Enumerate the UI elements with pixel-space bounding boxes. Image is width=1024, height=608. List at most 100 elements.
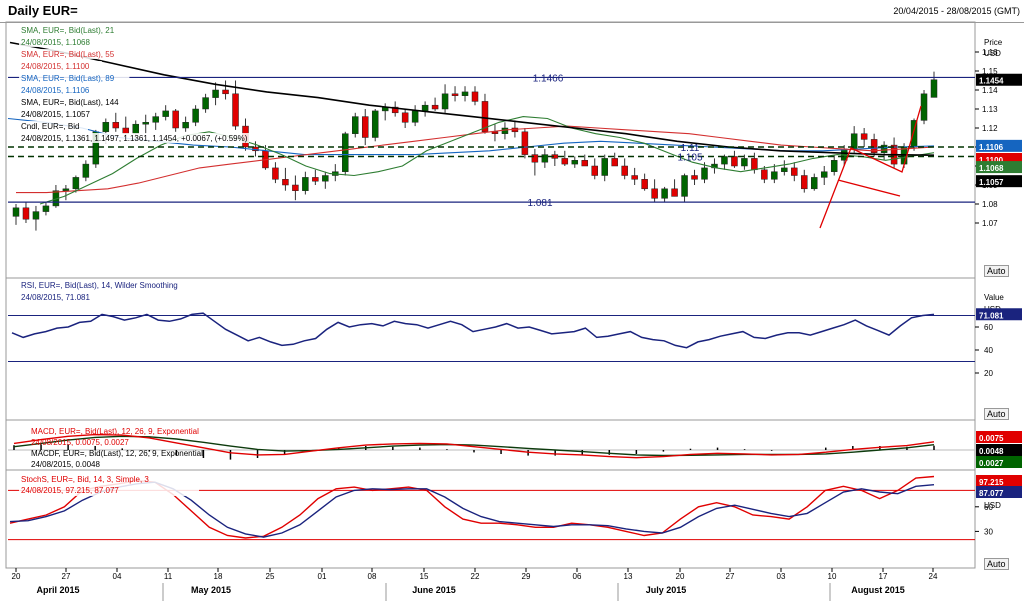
candle-body [681,175,688,197]
price-axis-title: Price [984,38,1003,47]
candle-body [521,131,529,155]
legend-bg [19,85,102,95]
price-tick-label: 1.15 [982,67,998,76]
x-day-label: 01 [318,572,327,581]
x-month-label: June 2015 [412,585,456,595]
candle-body [591,165,598,176]
x-day-label: 22 [471,572,480,581]
price-tag [976,161,1022,174]
candle-body [621,165,628,176]
x-day-label: 15 [420,572,429,581]
sma-144-line [9,41,935,156]
legend-bg [19,97,134,107]
candle-body [880,144,888,153]
chart-title: Daily EUR= [8,3,78,18]
x-day-label: 03 [777,572,786,581]
macdf-legend-title: MACDF, EUR=, Bid(Last), 12, 26, 9, Expon… [31,449,203,458]
macd-tag [976,431,1022,443]
price-axis-unit: USD [984,49,1001,58]
x-day-label: 27 [62,572,71,581]
candle-body [830,160,838,172]
rsi-axis-title: Value [984,293,1004,302]
stoch-d-tag-label: 87.077 [979,489,1004,498]
candle-body [232,93,239,127]
candle-body [481,101,489,133]
stoch-legend-value: 24/08/2015, 97.215, 87.077 [21,486,119,495]
stoch-axis-unit: USD [984,501,1001,510]
candle-body [581,160,589,167]
rsi-line [11,312,935,349]
price-tag [976,175,1022,188]
rsi-legend-value: 24/08/2015, 71.081 [21,293,91,302]
price-legend-row: Cndl, EUR=, Bid [21,122,79,131]
x-day-label: 06 [573,572,582,581]
candle-body [531,154,539,163]
candle-body [791,167,798,176]
candle-body [312,177,319,182]
candle-body [471,91,479,102]
candle-body [132,123,139,134]
candle-body [431,104,439,110]
legend-bg [19,133,249,143]
x-month-label: May 2015 [191,585,231,595]
x-day-label: 20 [12,572,21,581]
candle-body [721,156,728,165]
candle-body [62,188,70,191]
macd-line [13,433,935,459]
candle-body [781,167,788,172]
candle-body [22,207,30,220]
candle-body [192,108,199,123]
date-range: 20/04/2015 - 28/08/2015 (GMT) [893,6,1020,16]
candle-body [401,112,409,123]
stoch-tick-label: 30 [984,527,993,536]
x-day-label: 27 [726,572,735,581]
rsi-tick-label: 40 [984,346,993,355]
candle-body [272,167,279,180]
candle-body [152,116,159,123]
candle-body [920,93,928,121]
x-day-label: 04 [113,572,122,581]
stoch-auto-button[interactable]: Auto [984,558,1009,570]
x-month-label: April 2015 [36,585,79,595]
candle-body [870,139,878,153]
candle-body [292,184,299,191]
candle-body [441,93,449,110]
x-day-label: 10 [828,572,837,581]
candle-body [691,175,698,180]
stoch-d-tag [976,486,1022,498]
candle-body [142,122,149,125]
macd-legend-value: 24/08/2015, 0.0075, 0.0027 [31,438,129,447]
price-tag-label: 1.1106 [979,143,1004,152]
rsi-auto-button[interactable]: Auto [984,408,1009,420]
legend-bg [19,37,102,47]
stoch-legend-title: StochS, EUR=, Bid, 14, 3, Simple, 3 [21,475,149,484]
candle-body [32,211,40,220]
price-tag-label: 1.1100 [979,156,1004,165]
candle-body [421,104,429,112]
price-tick-label: 1.16 [982,48,998,57]
legend-bg [19,109,102,119]
price-tick-label: 1.07 [982,219,998,228]
candle-body [371,110,379,138]
flag-pattern-lower [837,179,901,197]
legend-bg [19,73,130,83]
candle-body [12,207,20,217]
price-tag-label: 1.1057 [979,178,1004,187]
candle-body [651,188,658,199]
candle-body [391,106,399,114]
candle-body [731,156,738,167]
candle-body [930,79,938,98]
candle-body [411,110,419,123]
price-legend-row: SMA, EUR=, Bid(Last), 21 [21,26,115,35]
candle-body [771,171,778,180]
candle-body [322,175,329,182]
candle-body [701,167,708,180]
candle-body [860,133,868,140]
legend-bg [19,49,130,59]
legend-bg [19,25,130,35]
price-tick-label: 1.08 [982,200,998,209]
price-auto-button[interactable]: Auto [984,265,1009,277]
level-label-1-1466: 1.1466 [533,73,564,84]
candle-body [352,116,359,134]
